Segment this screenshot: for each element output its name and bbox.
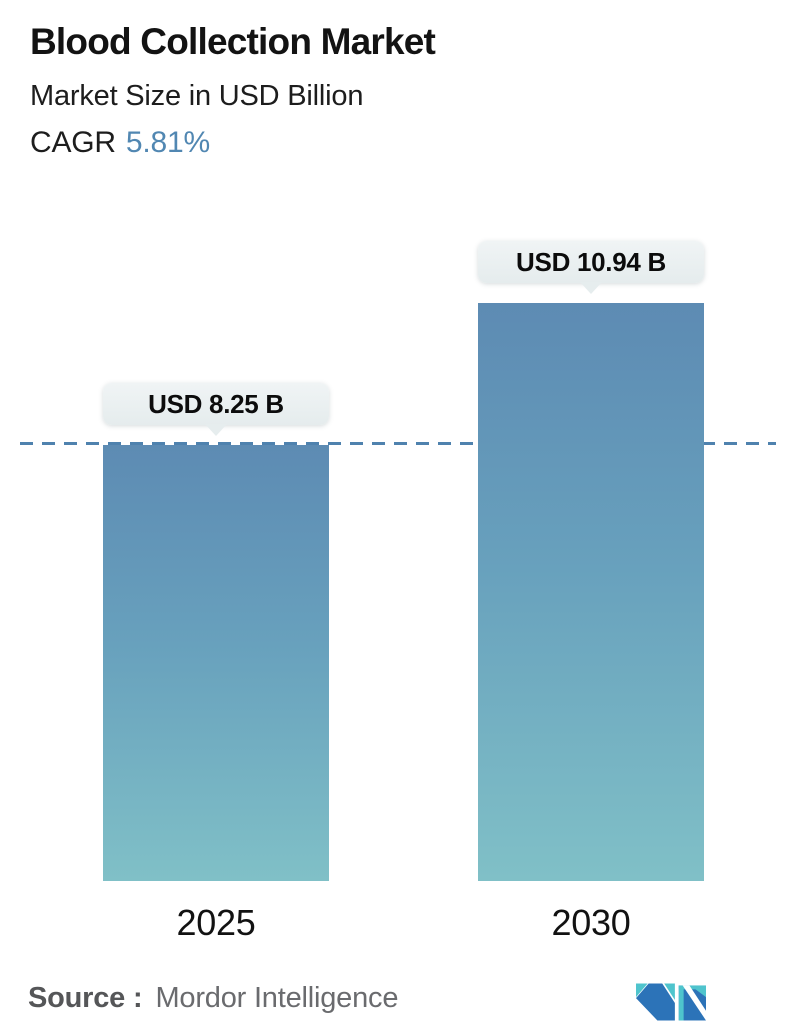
value-tooltip-2030: USD 10.94 B — [478, 241, 704, 283]
bar-2025 — [103, 445, 329, 881]
mordor-intelligence-logo-icon — [636, 983, 706, 1021]
chart-subtitle: Market Size in USD Billion — [30, 79, 364, 112]
cagr-row: CAGR 5.81% — [30, 126, 435, 160]
page-title: Blood Collection Market — [30, 21, 436, 62]
bar-2030 — [478, 303, 704, 881]
axis-label-2025: 2025 — [176, 902, 256, 943]
chart-header: Blood Collection Market Market Size in U… — [30, 21, 436, 160]
source-label: Source : — [28, 982, 143, 1014]
axis-label-2030: 2030 — [551, 902, 631, 943]
source-line: Source : Mordor Intelligence — [28, 982, 398, 1015]
source-value: Mordor Intelligence — [155, 982, 399, 1014]
cagr-label: CAGR — [30, 125, 116, 159]
value-tooltip-2025: USD 8.25 B — [103, 383, 329, 425]
cagr-value: 5.81% — [125, 125, 210, 159]
reference-dashed-line — [20, 442, 776, 445]
